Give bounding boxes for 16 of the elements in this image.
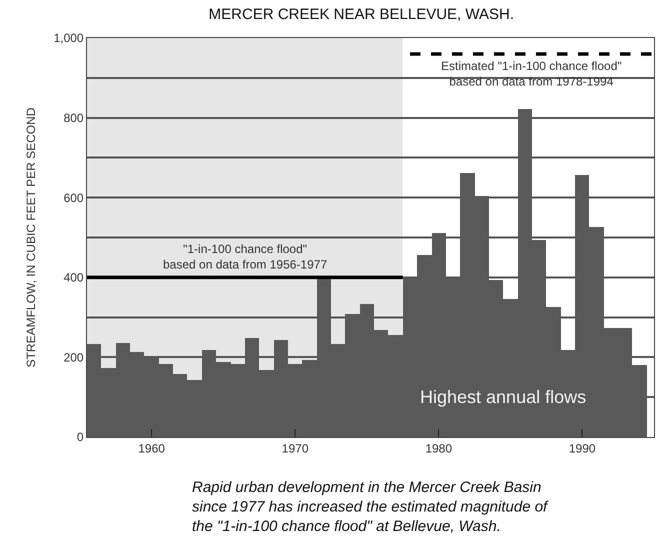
y-tick-label: 400 — [64, 270, 84, 285]
y-tick-label: 800 — [64, 111, 84, 125]
x-tick-label: 1960 — [138, 441, 166, 456]
x-tick-label: 1990 — [568, 441, 596, 456]
chart-title: MERCER CREEK NEAR BELLEVUE, WASH. — [208, 6, 514, 23]
y-axis-title: STREAMFLOW, IN CUBIC FEET PER SECOND — [24, 107, 38, 368]
annotation: Estimated "1-in-100 chance flood" based on data from 1978-1994 — [441, 59, 622, 89]
annotation: Highest annual flows — [420, 387, 586, 407]
y-tick-label: 200 — [64, 350, 84, 364]
y-tick-label: 1,000 — [54, 31, 84, 46]
x-tick-label: 1970 — [282, 441, 309, 456]
text: Rapid urban development in the Mercer Creek Basin since 1977 has increased the estimated magnitude of the "1-in-100 chance flood" at Bellevue, Wash. — [192, 479, 550, 535]
annotation: "1-in-100 chance flood" based on data from 1956-1977 — [163, 242, 328, 272]
y-tick-label: 0 — [76, 430, 84, 444]
y-tick-label: 600 — [64, 190, 84, 205]
x-tick-label: 1980 — [425, 441, 452, 456]
